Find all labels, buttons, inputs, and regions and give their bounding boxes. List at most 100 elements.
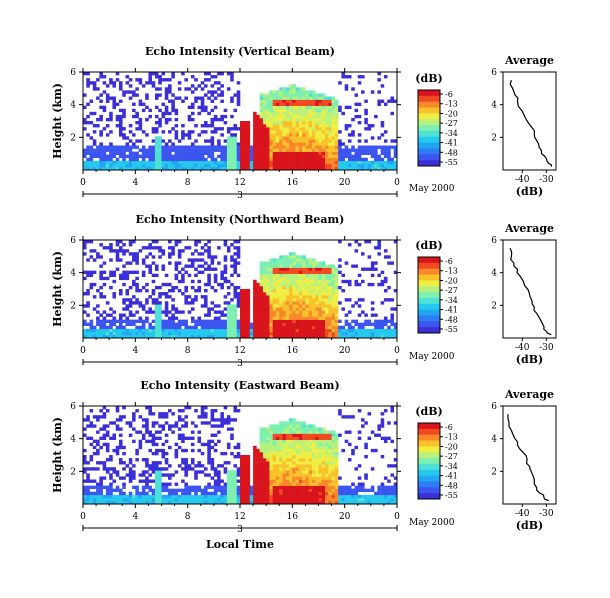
heatmap-cell [207,264,211,268]
heatmap-cell [213,273,218,278]
heatmap-cell [285,479,290,483]
heatmap-cell [298,108,303,113]
heatmap-cell [177,409,182,413]
heatmap-cell [334,488,339,493]
heatmap-cell [96,151,100,155]
heatmap-cell [96,500,100,505]
heatmap-cell [321,99,326,103]
heatmap-cell [351,160,355,165]
heatmap-cell [105,488,110,493]
heatmap-cell [308,93,313,97]
heatmap-cell [305,289,309,293]
heatmap-cell [262,442,267,447]
heatmap-cell [331,488,336,493]
heatmap-cell [377,488,381,493]
heatmap-cell [210,84,215,88]
heatmap-cell [240,497,244,502]
heatmap-cell [125,166,130,171]
heatmap-cell [102,145,107,149]
heatmap-cell [295,442,300,447]
heatmap-cell [86,479,90,483]
heatmap-cell [236,295,241,299]
heatmap-cell [168,409,172,413]
heatmap-cell [318,289,323,293]
heatmap-cell [197,163,202,168]
heatmap-cell [210,491,215,496]
heatmap-cell [338,412,342,416]
heatmap-cell [92,479,97,483]
heatmap-cell [315,485,319,489]
heatmap-cell [308,494,313,499]
heatmap-cell [174,497,179,502]
heatmap-cell [158,319,162,323]
heatmap-cell [204,108,208,113]
heatmap-cell [223,108,228,113]
heatmap-cell [328,133,332,137]
heatmap-cell [289,279,293,284]
heatmap-cell [262,282,267,287]
heatmap-cell [318,285,323,290]
heatmap-cell [311,458,316,462]
heatmap-cell [217,304,221,308]
heatmap-cell [308,500,313,505]
heatmap-cell [318,270,323,274]
heatmap-cell [292,455,296,459]
heatmap-cell [285,142,290,146]
heatmap-cell [311,439,316,444]
heatmap-cell [275,331,280,336]
heatmap-cell [187,310,192,314]
heatmap-cell [164,93,169,97]
heatmap-cell [141,494,146,499]
heatmap-cell [122,133,126,137]
heatmap-cell [275,436,280,440]
heatmap-cell [315,334,319,339]
heatmap-cell [305,497,309,502]
heatmap-cell [308,458,313,462]
heatmap-cell [204,485,208,489]
heatmap-cell [295,331,300,336]
heatmap-cell [220,163,224,168]
heatmap-cell [213,90,218,94]
heatmap-cell [194,96,198,100]
heatmap-cell [128,467,133,471]
heatmap-cell [151,433,156,437]
heatmap-cell [318,313,323,317]
heatmap-cell [83,485,87,489]
heatmap-cell [295,322,300,327]
heatmap-cell [285,433,290,437]
heatmap-cell [99,148,103,152]
heatmap-cell [341,160,345,165]
heatmap-cell [302,130,306,134]
heatmap-cell [243,310,247,314]
heatmap-cell [240,334,244,339]
heatmap-cell [325,148,329,152]
heatmap-cell [236,246,241,250]
heatmap-cell [184,157,188,162]
heatmap-cell [207,276,211,281]
heatmap-cell [338,500,342,505]
heatmap-cell [266,276,270,281]
heatmap-cell [177,261,182,265]
heatmap-cell [223,301,228,305]
heatmap-cell [364,148,368,152]
heatmap-cell [292,482,296,486]
heatmap-cell [204,78,208,82]
heatmap-cell [164,494,169,499]
heatmap-cell [204,130,208,134]
heatmap-cell [138,473,143,477]
heatmap-cell [266,270,270,274]
colorbar-tick-label: -27 [445,286,458,295]
heatmap-cell [151,130,156,134]
heatmap-cell [262,270,267,274]
heatmap-cell [174,322,179,327]
heatmap-cell [207,90,211,94]
heatmap-cell [253,154,257,159]
heatmap-cell [295,451,300,456]
heatmap-cell [262,310,267,314]
heatmap-cell [331,264,336,268]
heatmap-cell [318,494,323,499]
heatmap-cell [321,261,326,265]
heatmap-cell [233,252,238,256]
colorbar-segment [418,262,440,270]
heatmap-cell [305,442,309,447]
